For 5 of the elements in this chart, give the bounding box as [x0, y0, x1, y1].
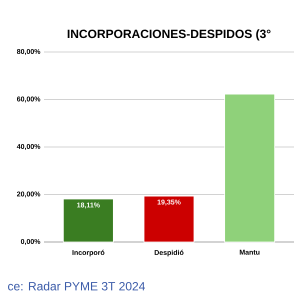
text: ce: Radar PYME 3T 2024	[8, 282, 145, 290]
bar	[62, 198, 114, 242]
bar	[224, 94, 276, 242]
bar	[144, 196, 194, 242]
chart-title: INCORPORACIONES-DESPIDOS (3°	[68, 29, 271, 40]
